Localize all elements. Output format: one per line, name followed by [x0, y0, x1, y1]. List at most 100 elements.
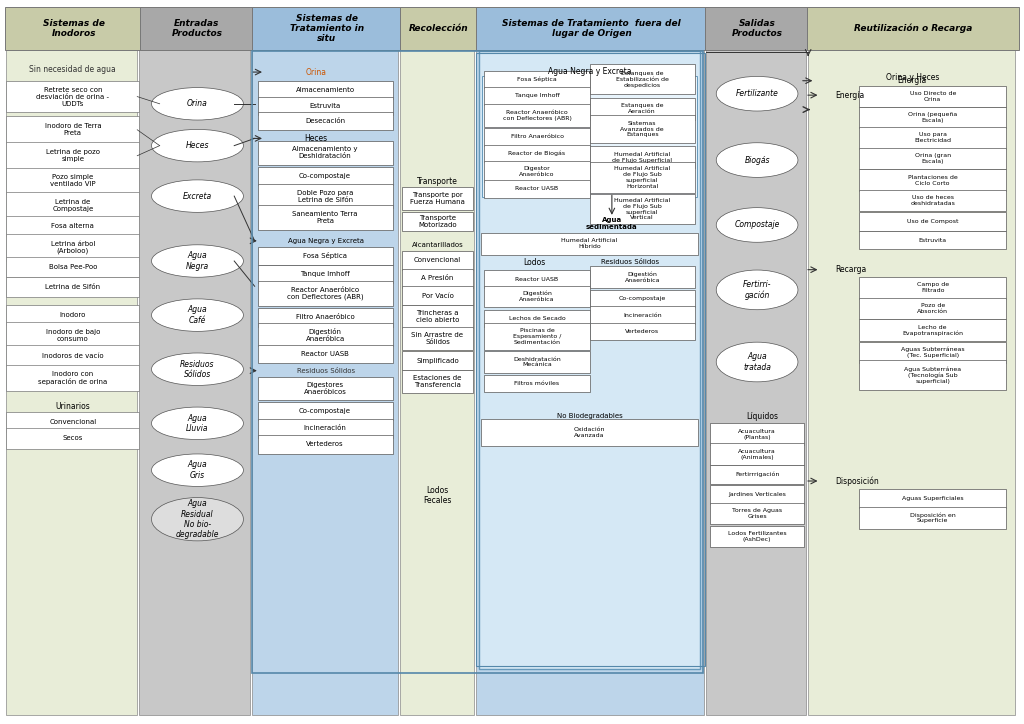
Text: Humedal Artificial
Híbrido: Humedal Artificial Híbrido	[561, 238, 617, 249]
Text: Energía: Energía	[898, 76, 927, 85]
Ellipse shape	[716, 208, 798, 243]
FancyBboxPatch shape	[258, 111, 392, 130]
Text: Sistemas
Avanzados de
Estanques: Sistemas Avanzados de Estanques	[621, 121, 664, 138]
Text: Agua Negra y Excreta: Agua Negra y Excreta	[548, 67, 632, 76]
FancyBboxPatch shape	[258, 345, 392, 363]
Text: Acuacultura
(Plantas): Acuacultura (Plantas)	[738, 429, 776, 439]
FancyBboxPatch shape	[258, 281, 392, 306]
FancyBboxPatch shape	[710, 502, 804, 524]
Text: Aguas Superficiales: Aguas Superficiales	[902, 496, 964, 501]
Text: Acuacultura
(Animales): Acuacultura (Animales)	[738, 449, 776, 460]
Text: Jardines Verticales: Jardines Verticales	[728, 492, 786, 497]
Text: Doble Pozo para
Letrina de Sifón: Doble Pozo para Letrina de Sifón	[297, 190, 353, 203]
Text: Compostaje: Compostaje	[734, 221, 780, 230]
Text: Agua
Negra: Agua Negra	[186, 251, 209, 271]
Text: Inodoros de vacío: Inodoros de vacío	[42, 353, 103, 358]
Text: Uso de Compost: Uso de Compost	[907, 219, 958, 224]
Text: Disposición: Disposición	[836, 476, 880, 486]
Text: Pozo simple
ventilado VIP: Pozo simple ventilado VIP	[50, 174, 95, 188]
Text: Por Vacío: Por Vacío	[422, 292, 454, 298]
FancyBboxPatch shape	[6, 305, 139, 325]
FancyBboxPatch shape	[481, 233, 698, 255]
Text: Inodoro de bajo
consumo: Inodoro de bajo consumo	[46, 329, 100, 342]
Text: Transporte
Motorizado: Transporte Motorizado	[418, 215, 457, 228]
Text: Lechos de Secado: Lechos de Secado	[509, 316, 565, 321]
Text: Letrina árbol
(Arboloo): Letrina árbol (Arboloo)	[50, 240, 95, 254]
Text: Agua
tratada: Agua tratada	[743, 353, 771, 371]
FancyBboxPatch shape	[6, 412, 139, 432]
FancyBboxPatch shape	[6, 117, 139, 143]
FancyBboxPatch shape	[484, 375, 590, 392]
FancyBboxPatch shape	[6, 429, 139, 449]
Text: Oxidación
Avanzada: Oxidación Avanzada	[573, 427, 605, 438]
Text: Letrina de pozo
simple: Letrina de pozo simple	[46, 149, 100, 162]
FancyBboxPatch shape	[6, 364, 139, 391]
FancyBboxPatch shape	[481, 419, 698, 447]
Text: Piscinas de
Espesamiento /
Sedimentación: Piscinas de Espesamiento / Sedimentación	[513, 329, 561, 345]
Text: Digestión
Anaeróbica: Digestión Anaeróbica	[625, 272, 659, 282]
Text: Saneamiento Terra
Preta: Saneamiento Terra Preta	[293, 211, 357, 224]
Text: Salidas
Productos: Salidas Productos	[731, 19, 782, 38]
FancyBboxPatch shape	[484, 128, 590, 146]
Ellipse shape	[152, 180, 244, 212]
Text: Alcantarillados: Alcantarillados	[412, 242, 463, 248]
Text: Uso de heces
deshidratadas: Uso de heces deshidratadas	[910, 195, 955, 206]
FancyBboxPatch shape	[258, 140, 392, 165]
FancyBboxPatch shape	[6, 322, 139, 349]
FancyBboxPatch shape	[401, 212, 473, 231]
FancyBboxPatch shape	[6, 216, 139, 236]
Text: Orina: Orina	[305, 67, 327, 77]
FancyBboxPatch shape	[590, 146, 695, 168]
FancyBboxPatch shape	[706, 16, 806, 715]
Text: Agua Subterránea
(Tecnología Sub
superficial): Agua Subterránea (Tecnología Sub superfi…	[904, 366, 962, 384]
Text: Reactor de Biogás: Reactor de Biogás	[509, 151, 565, 156]
Text: Orina (pequeña
Escala): Orina (pequeña Escala)	[908, 112, 957, 123]
FancyBboxPatch shape	[6, 16, 137, 715]
FancyBboxPatch shape	[484, 270, 590, 287]
Text: Tanque Imhoff: Tanque Imhoff	[515, 93, 559, 98]
Text: Secos: Secos	[62, 435, 83, 442]
FancyBboxPatch shape	[710, 485, 804, 504]
Text: Uso para
Electricidad: Uso para Electricidad	[914, 132, 951, 143]
Text: Lodos Fertilizantes
(AshDec): Lodos Fertilizantes (AshDec)	[728, 531, 786, 542]
FancyBboxPatch shape	[6, 234, 139, 261]
Text: Recarga: Recarga	[836, 265, 867, 274]
Text: Agua
sedimentada: Agua sedimentada	[586, 217, 638, 230]
FancyBboxPatch shape	[399, 16, 474, 715]
Text: Agua
Gris: Agua Gris	[187, 460, 207, 480]
FancyBboxPatch shape	[476, 7, 707, 50]
Text: Estaciones de
Transferencia: Estaciones de Transferencia	[414, 375, 462, 388]
FancyBboxPatch shape	[5, 7, 142, 50]
Text: Inodoro: Inodoro	[59, 312, 86, 318]
Text: Fosa Séptica: Fosa Séptica	[517, 77, 557, 82]
Text: Aguas Subterráneas
(Tec. Superficial): Aguas Subterráneas (Tec. Superficial)	[901, 347, 965, 358]
FancyBboxPatch shape	[859, 507, 1007, 529]
Text: Energía: Energía	[836, 90, 865, 100]
FancyBboxPatch shape	[484, 285, 590, 307]
FancyBboxPatch shape	[705, 7, 809, 50]
Text: Reactor UASB: Reactor UASB	[515, 277, 558, 282]
Text: Fosa Séptica: Fosa Séptica	[303, 253, 347, 259]
FancyBboxPatch shape	[710, 424, 804, 445]
FancyBboxPatch shape	[859, 212, 1007, 231]
FancyBboxPatch shape	[258, 80, 392, 99]
FancyBboxPatch shape	[140, 7, 254, 50]
Text: Urinarios: Urinarios	[55, 403, 90, 411]
FancyBboxPatch shape	[590, 194, 695, 224]
FancyBboxPatch shape	[401, 327, 473, 350]
Ellipse shape	[716, 270, 798, 310]
Text: Lodos: Lodos	[523, 258, 545, 267]
Text: Reactor UASB: Reactor UASB	[301, 351, 349, 357]
FancyBboxPatch shape	[258, 377, 392, 400]
FancyBboxPatch shape	[484, 161, 590, 182]
FancyBboxPatch shape	[859, 277, 1007, 298]
Text: Plantaciones de
Ciclo Corto: Plantaciones de Ciclo Corto	[908, 175, 957, 185]
Text: Heces: Heces	[304, 134, 328, 143]
FancyBboxPatch shape	[401, 269, 473, 287]
Text: Convencional: Convencional	[414, 257, 461, 264]
Text: Co-compostaje: Co-compostaje	[618, 296, 666, 301]
FancyBboxPatch shape	[859, 106, 1007, 128]
Text: Inodoro de Terra
Preta: Inodoro de Terra Preta	[45, 123, 101, 136]
Text: Estruvita: Estruvita	[919, 237, 947, 243]
Text: Humedal Artificial
de Flujo Sub
superficial
Horizontal: Humedal Artificial de Flujo Sub superfic…	[614, 167, 671, 188]
